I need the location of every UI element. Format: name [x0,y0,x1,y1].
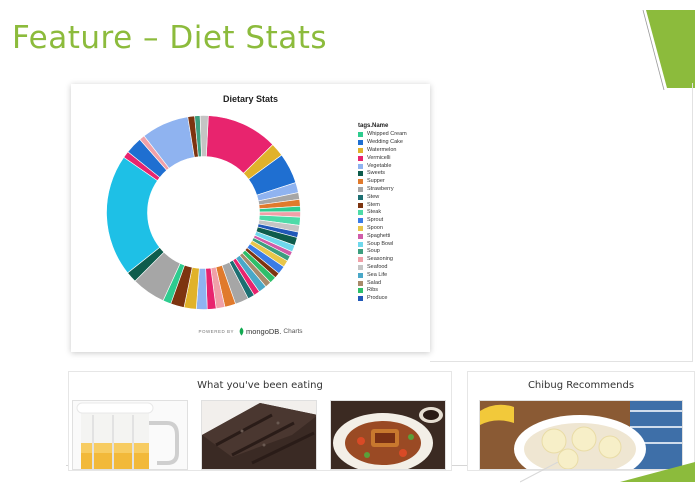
legend-label: Salad [367,279,382,286]
eating-history-panel: What you've been eating [68,371,452,471]
beer-mug-photo-icon [73,401,187,469]
braised-pork-dish-photo-icon [331,401,445,469]
legend-item[interactable]: Watermelon [358,147,428,155]
powered-by-mongodb-charts: POWERED BY mongoDB. Charts [71,327,430,336]
legend-label: Supper [367,178,385,185]
legend-item[interactable]: Seafood [358,264,428,272]
legend-label: Strawberry [367,185,394,192]
legend-label: Watermelon [367,146,397,153]
legend-swatch [358,140,363,146]
legend-swatch [358,171,363,177]
legend-swatch [358,132,363,138]
legend-label: Sea Life [367,271,388,278]
mongodb-brand: mongoDB. [245,327,282,336]
legend-item[interactable]: Vermicelli [358,154,428,162]
legend-label: Ribs [367,287,379,294]
legend-swatch [358,249,363,255]
legend-item[interactable]: Sweets [358,170,428,178]
food-card-beer[interactable] [72,400,188,470]
legend-item[interactable]: Wedding Cake [358,139,428,147]
legend-swatch [358,225,363,231]
legend-label: Vegetable [367,162,392,169]
legend-label: Whipped Cream [367,131,407,138]
legend-label: Stew [367,193,380,200]
legend-swatch [358,288,363,294]
legend-item[interactable]: Vegetable [358,162,428,170]
legend-swatch [358,202,363,208]
legend-label: Soup [367,248,380,255]
vertical-divider [692,83,693,361]
legend-swatch [358,233,363,239]
legend-item[interactable]: Supper [358,178,428,186]
legend-label: Seafood [367,263,388,270]
legend-label: Sprout [367,217,384,224]
legend-list: Whipped Cream Wedding Cake Watermelon Vermi… [358,131,428,303]
food-card-braised-pork[interactable] [330,400,446,470]
legend-swatch [358,264,363,270]
chocolate-cake-photo-icon [202,401,316,469]
legend-item[interactable]: Strawberry [358,186,428,194]
legend-item[interactable]: Sea Life [358,271,428,279]
legend-swatch [358,241,363,247]
legend-label: Stem [367,201,380,208]
legend-item[interactable]: Stew [358,193,428,201]
mongodb-leaf-icon [239,327,244,336]
legend-item[interactable]: Steak [358,209,428,217]
legend-label: Wedding Cake [367,139,403,146]
legend-label: Spoon [367,224,383,231]
legend-swatch [358,147,363,153]
legend-item[interactable]: Soup [358,248,428,256]
legend-swatch [358,179,363,185]
legend-swatch [358,257,363,263]
legend-item[interactable]: Ribs [358,287,428,295]
legend-swatch [358,210,363,216]
horizontal-divider [430,361,693,362]
legend-label: Steak [367,209,382,216]
legend-item[interactable]: Whipped Cream [358,131,428,139]
recommend-panel-title: Chibug Recommends [527,380,635,391]
donut-chart [106,115,301,310]
legend-item[interactable]: Spoon [358,225,428,233]
legend-swatch [358,218,363,224]
banana-oatmeal-bowl-photo-icon [480,401,682,469]
charts-label: Charts [283,328,303,335]
legend-item[interactable]: Seasoning [358,256,428,264]
donut-slice[interactable] [199,115,209,157]
legend-label: Spaghetti [367,232,391,239]
legend-label: Seasoning [367,256,393,263]
legend-item[interactable]: Produce [358,295,428,303]
legend-item[interactable]: Stem [358,201,428,209]
legend-label: Produce [367,295,388,302]
food-card-chocolate-cake[interactable] [201,400,317,470]
legend-swatch [358,194,363,200]
recommendations-panel: Chibug Recommends [467,371,695,471]
chart-title: Dietary Stats [222,94,279,104]
chart-card: Dietary Stats tags.Name Whipped Cream Wed… [71,84,430,352]
legend-item[interactable]: Spaghetti [358,232,428,240]
legend-item[interactable]: Salad [358,279,428,287]
powered-by-label: POWERED BY [198,329,234,334]
legend-title: tags.Name [358,123,389,129]
legend-item[interactable]: Soup Bowl [358,240,428,248]
legend-label: Sweets [367,170,386,177]
legend-swatch [358,186,363,192]
legend-swatch [358,155,363,161]
eating-panel-title: What you've been eating [197,380,323,391]
legend-swatch [358,280,363,286]
chart-legend: tags.Name Whipped Cream Wedding Cake Water… [358,122,428,306]
legend-swatch [358,272,363,278]
legend-swatch [358,296,363,302]
legend-label: Vermicelli [367,154,391,161]
slide-title: Feature – Diet Stats [12,20,328,56]
legend-swatch [358,163,363,169]
corner-decoration [642,10,695,90]
recommended-card-banana-oatmeal[interactable] [479,400,683,470]
bottom-corner-decoration [520,462,695,483]
legend-label: Soup Bowl [367,240,394,247]
legend-item[interactable]: Sprout [358,217,428,225]
